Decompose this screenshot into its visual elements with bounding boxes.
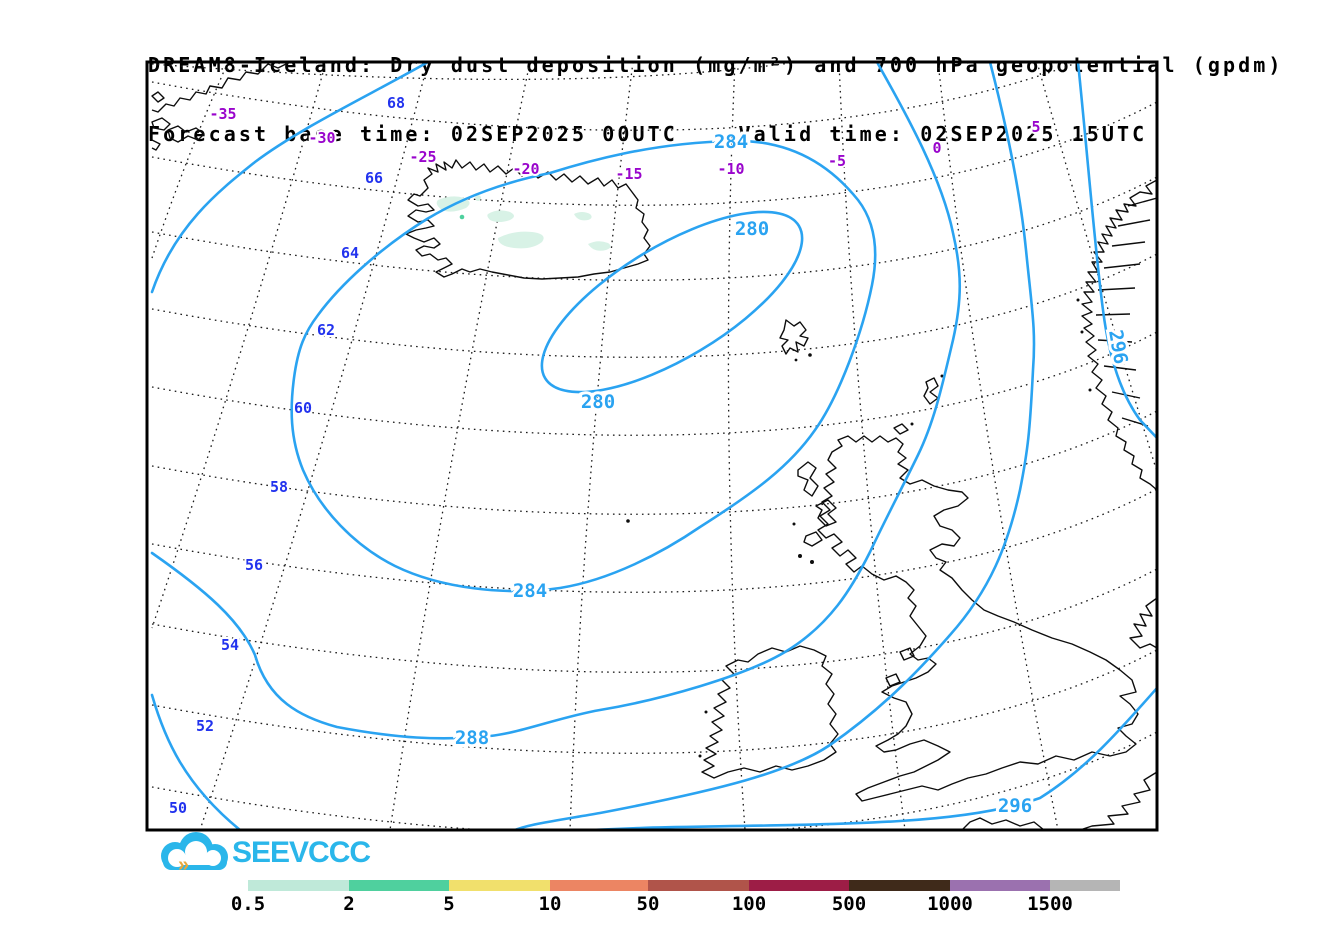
logo-arrow-icon: » (178, 854, 189, 876)
colorbar-tick: 500 (831, 893, 867, 915)
lat-label: 68 (387, 94, 405, 112)
lat-label: 50 (169, 799, 187, 817)
colorbar-tick: 0.5 (230, 893, 266, 915)
colorbar-segment (849, 880, 950, 891)
contour-292 (513, 62, 1036, 830)
coastline-greenland (151, 62, 291, 113)
lon-label: 5 (1031, 118, 1040, 136)
lat-label: 56 (245, 556, 263, 574)
contour-labels: 284 280 280 284 288 296 296 (452, 128, 1135, 820)
coastline-norway (1081, 179, 1157, 491)
colorbar-segment (648, 880, 749, 891)
chart-title: DREAM8-Iceland: Dry dust deposition (mg/… (148, 8, 1284, 192)
lon-label: -20 (512, 160, 539, 178)
colorbar-tick: 1500 (1027, 893, 1073, 915)
coastline-shetland (923, 377, 939, 405)
lat-label: 52 (196, 717, 214, 735)
seevccc-logo: SEEVCCC (148, 834, 378, 876)
dust-deposition-patches (436, 195, 611, 251)
coastline-iceland (405, 159, 651, 280)
geopotential-contours (150, 62, 1157, 830)
contour-296-south (588, 686, 1157, 830)
seevccc-cloud-icon: » (161, 832, 228, 876)
dust-dot (459, 214, 465, 220)
contour-296-north (1076, 62, 1157, 440)
colorbar-segment (749, 880, 849, 891)
colorbar-tick: 10 (538, 893, 562, 915)
contour-label-280-top: 280 (735, 218, 769, 240)
contour-288-west (150, 62, 430, 294)
coastline-britain (817, 435, 1139, 802)
deposition-colorbar (248, 880, 1120, 891)
colorbar-segment (1050, 880, 1120, 891)
map-border (145, 60, 1159, 832)
contour-label-284-bottom: 284 (513, 580, 547, 602)
colorbar-segment (550, 880, 648, 891)
colorbar-tick: 2 (343, 893, 355, 915)
contour-292-west (150, 693, 242, 830)
contour-280 (540, 210, 804, 394)
lat-label: 66 (365, 169, 383, 187)
contour-284 (290, 139, 877, 593)
lon-label: -35 (209, 105, 236, 123)
contour-label-296-norway: 296 (1104, 328, 1132, 366)
colorbar-tick: 1000 (927, 893, 973, 915)
colorbar-segment (950, 880, 1050, 891)
contour-288-east (150, 62, 961, 740)
contour-label-280-bottom: 280 (581, 391, 615, 413)
logo-text: SEEVCCC (232, 836, 371, 869)
islet-dot (626, 519, 630, 523)
latitude-labels: 68 66 64 62 60 58 56 54 52 50 (167, 92, 407, 819)
title-line-1: DREAM8-Iceland: Dry dust deposition (mg/… (148, 53, 1284, 77)
coastline-ireland (701, 645, 839, 779)
coastline-faroe (779, 319, 809, 355)
lon-label: -15 (615, 165, 642, 183)
lon-label: -25 (409, 148, 436, 166)
colorbar-segment (349, 880, 449, 891)
colorbar-segment (449, 880, 550, 891)
colorbar-tick: 100 (731, 893, 767, 915)
colorbar-segment (248, 880, 349, 891)
contour-label-288: 288 (455, 727, 489, 749)
lat-label: 58 (270, 478, 288, 496)
contour-label-284-top: 284 (714, 131, 748, 153)
lat-label: 62 (317, 321, 335, 339)
title-line-2: Forecast base time: 02SEP2025 00UTC Vali… (148, 122, 1148, 146)
lon-label: -10 (717, 160, 744, 178)
longitude-labels: -35 -30 -25 -20 -15 -10 -5 0 5 (207, 103, 1042, 185)
lat-label: 54 (221, 636, 239, 654)
colorbar-ticks: 0.5 2 5 10 50 100 500 1000 1500 (231, 893, 1120, 915)
latitude-gridlines (151, 62, 1157, 830)
coastlines (151, 62, 1157, 830)
lon-label: 0 (932, 139, 941, 157)
lon-label: -5 (828, 152, 846, 170)
lat-label: 60 (294, 399, 312, 417)
colorbar-tick: 5 (443, 893, 455, 915)
contour-label-296: 296 (998, 795, 1032, 817)
colorbar-tick: 50 (636, 893, 660, 915)
lon-label: -30 (308, 129, 335, 147)
lat-label: 64 (341, 244, 359, 262)
